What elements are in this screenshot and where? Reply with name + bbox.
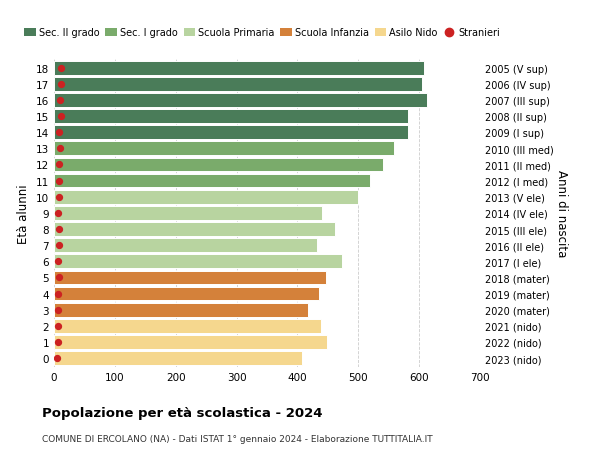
Bar (54, 142, 394, 156)
Bar (54, 352, 302, 365)
Bar (54, 126, 408, 140)
Point (56, 81, 65, 88)
Bar (54, 239, 317, 252)
Point (56, 65, 66, 72)
Bar (54, 110, 407, 123)
Point (54, 274, 64, 281)
Bar (54, 62, 424, 75)
Point (53, 339, 62, 346)
Point (55, 178, 64, 185)
Bar (54, 78, 422, 91)
Bar (54, 223, 335, 236)
Bar (54, 190, 358, 204)
Point (54, 194, 64, 201)
Point (53, 306, 63, 313)
Bar (54, 158, 383, 172)
Bar (54, 303, 308, 317)
Point (52, 355, 62, 362)
Bar (54, 174, 370, 188)
Point (55, 146, 65, 153)
Point (54, 226, 64, 233)
Point (55, 162, 64, 169)
Point (55, 129, 64, 137)
Bar (54, 207, 322, 220)
Bar (54, 94, 427, 107)
Point (53, 210, 63, 217)
Text: COMUNE DI ERCOLANO (NA) - Dati ISTAT 1° gennaio 2024 - Elaborazione TUTTITALIA.I: COMUNE DI ERCOLANO (NA) - Dati ISTAT 1° … (42, 434, 433, 443)
Point (54, 242, 64, 249)
Point (53, 290, 63, 297)
Point (56, 113, 66, 121)
Legend: Sec. II grado, Sec. I grado, Scuola Primaria, Scuola Infanzia, Asilo Nido, Stran: Sec. II grado, Sec. I grado, Scuola Prim… (20, 24, 504, 42)
Point (55, 97, 65, 104)
Bar (54, 287, 319, 301)
Y-axis label: Età alunni: Età alunni (17, 184, 31, 243)
Bar (54, 336, 326, 349)
Point (53, 258, 63, 265)
Bar (54, 319, 320, 333)
Y-axis label: Anni di nascita: Anni di nascita (554, 170, 568, 257)
Bar (54, 271, 326, 285)
Point (53, 323, 62, 330)
Bar (54, 255, 343, 269)
Text: Popolazione per età scolastica - 2024: Popolazione per età scolastica - 2024 (42, 406, 323, 419)
